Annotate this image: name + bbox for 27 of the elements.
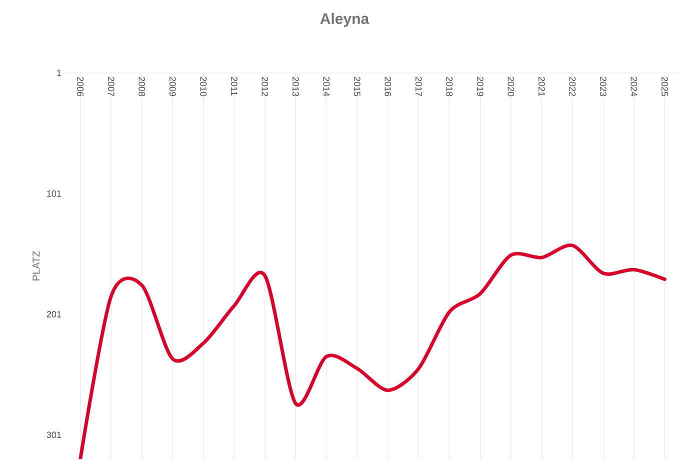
chart-title: Aleyna xyxy=(320,13,370,27)
x-tick-label: 2009 xyxy=(169,76,176,96)
x-tick-label: 2017 xyxy=(415,76,422,96)
x-tick-label: 2021 xyxy=(538,76,545,96)
x-tick-label: 2025 xyxy=(662,76,668,96)
x-tick-label: 2011 xyxy=(230,76,238,96)
x-tick-label: 2015 xyxy=(354,76,360,96)
x-tick-label: 2020 xyxy=(508,76,514,96)
x-tick-label: 2014 xyxy=(323,76,330,96)
x-tick-label: 2013 xyxy=(292,76,299,96)
y-tick-label: 201 xyxy=(46,311,62,318)
x-tick-label: 2019 xyxy=(476,76,484,96)
y-tick-label: 301 xyxy=(46,432,62,438)
x-tick-label: 2018 xyxy=(446,76,453,96)
x-tick-label: 2008 xyxy=(138,76,146,96)
line-series xyxy=(78,244,666,459)
x-tick-label: 2007 xyxy=(108,76,114,96)
y-tick-label: 1 xyxy=(57,70,62,76)
x-tick-label: 2010 xyxy=(200,76,207,96)
x-tick-label: 2012 xyxy=(262,76,268,96)
x-tick-label: 2023 xyxy=(600,76,606,96)
x-tick-label: 2016 xyxy=(384,76,392,96)
x-tick-label: 2022 xyxy=(569,76,576,96)
y-axis-title: PLATZ xyxy=(32,251,40,280)
y-tick-label: 101 xyxy=(47,190,62,197)
x-tick-label: 2024 xyxy=(630,76,638,96)
x-tick-label: 2006 xyxy=(77,76,84,96)
